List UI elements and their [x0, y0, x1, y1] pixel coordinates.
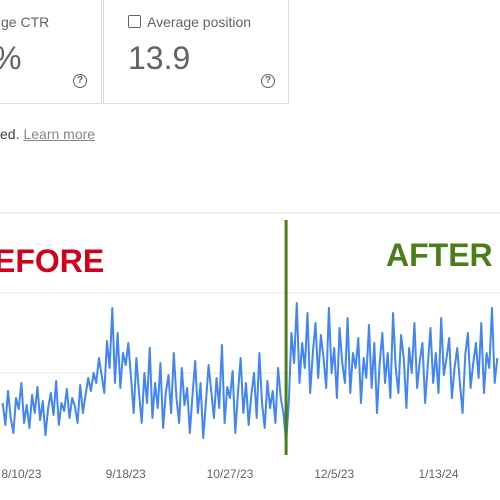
ctr-card[interactable]: ge CTR % ?	[0, 0, 102, 104]
help-icon[interactable]: ?	[261, 74, 275, 88]
series-line	[1, 302, 499, 444]
x-tick-label: 9/18/23	[106, 467, 146, 481]
card-label: Average position	[147, 14, 252, 30]
x-tick-label: 10/27/23	[207, 467, 254, 481]
card-value: 13.9	[128, 40, 191, 76]
notice-text: ed.	[0, 126, 20, 142]
x-tick-label: 12/5/23	[314, 467, 354, 481]
x-tick-label: 8/10/23	[1, 467, 41, 481]
x-tick-label: 1/13/24	[418, 467, 458, 481]
checkbox[interactable]	[128, 15, 141, 28]
learn-more-link[interactable]: Learn more	[23, 126, 96, 142]
card-value: %	[0, 40, 21, 77]
annotation: EFORE	[0, 243, 104, 279]
notice: ed. Learn more	[0, 126, 95, 142]
position-card[interactable]: Average position 13.9 ?	[103, 0, 289, 104]
annotation: AFTER	[386, 237, 493, 273]
card-label: ge CTR	[1, 14, 50, 30]
help-icon[interactable]: ?	[73, 74, 87, 88]
